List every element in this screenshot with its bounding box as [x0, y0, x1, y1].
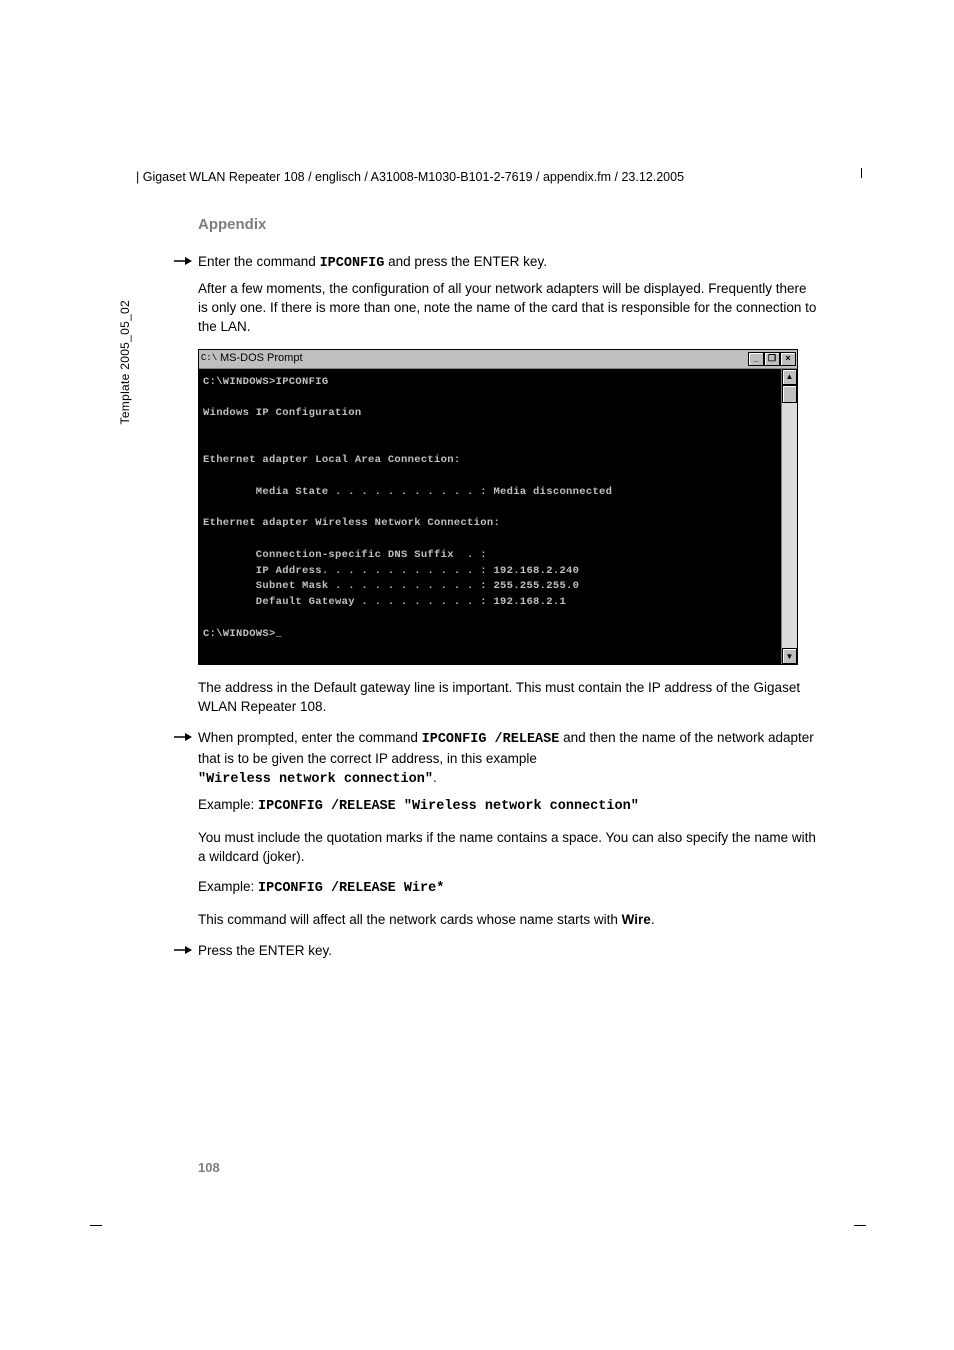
paragraph-2: The address in the Default gateway line … [198, 679, 818, 717]
paragraph-1: After a few moments, the configuration o… [198, 280, 818, 337]
command: IPCONFIG /RELEASE "Wireless network conn… [258, 799, 639, 814]
text: When prompted, enter the command [198, 730, 422, 745]
text: and press the ENTER key. [384, 254, 547, 269]
arrow-icon [174, 945, 192, 959]
step-2-text: When prompted, enter the command IPCONFI… [198, 729, 818, 790]
arrow-icon [174, 732, 192, 746]
template-version-side: Template 2005_05_02 [118, 300, 132, 424]
command: IPCONFIG /RELEASE [422, 732, 560, 747]
example-label: Example: [198, 879, 258, 894]
text: Enter the command [198, 254, 320, 269]
command: IPCONFIG [320, 256, 385, 271]
example-2: Example: IPCONFIG /RELEASE Wire* [198, 878, 818, 899]
msdos-body-wrap: C:\WINDOWS>IPCONFIG Windows IP Configura… [199, 369, 797, 665]
bold-text: Wire [622, 912, 651, 927]
dos-icon: C:\ [200, 352, 218, 366]
command: IPCONFIG /RELEASE Wire* [258, 881, 444, 896]
command: "Wireless network connection" [198, 772, 433, 787]
msdos-body-text: C:\WINDOWS>IPCONFIG Windows IP Configura… [199, 369, 781, 665]
scroll-track[interactable] [782, 385, 797, 649]
text: . [651, 912, 655, 927]
paragraph-4: This command will affect all the network… [198, 911, 818, 930]
example-label: Example: [198, 797, 258, 812]
crop-tick-tr [861, 168, 862, 178]
scroll-down-button[interactable]: ▼ [782, 648, 797, 664]
page-number: 108 [198, 1160, 220, 1175]
msdos-window: C:\ MS-DOS Prompt _ ❐ × C:\WINDOWS>IPCON… [198, 349, 798, 666]
scroll-thumb[interactable] [782, 385, 797, 403]
paragraph-3: You must include the quotation marks if … [198, 829, 818, 867]
step-3-text: Press the ENTER key. [198, 942, 818, 961]
arrow-icon [174, 256, 192, 270]
section-title: Appendix [198, 214, 818, 235]
close-button[interactable]: × [780, 352, 796, 366]
header-line: | Gigaset WLAN Repeater 108 / englisch /… [136, 170, 684, 184]
maximize-button[interactable]: ❐ [764, 352, 780, 366]
minimize-button[interactable]: _ [748, 352, 764, 366]
step-1-text: Enter the command IPCONFIG and press the… [198, 253, 818, 274]
msdos-titlebar[interactable]: C:\ MS-DOS Prompt _ ❐ × [199, 350, 797, 369]
msdos-title: MS-DOS Prompt [218, 351, 748, 366]
scrollbar[interactable]: ▲ ▼ [781, 369, 797, 665]
text: . [433, 770, 437, 785]
example-1: Example: IPCONFIG /RELEASE "Wireless net… [198, 796, 818, 817]
step-3: Press the ENTER key. [198, 942, 818, 961]
scroll-up-button[interactable]: ▲ [782, 369, 797, 385]
window-buttons: _ ❐ × [748, 352, 796, 366]
page-content: Appendix Enter the command IPCONFIG and … [198, 214, 818, 967]
step-2: When prompted, enter the command IPCONFI… [198, 729, 818, 790]
step-1: Enter the command IPCONFIG and press the… [198, 253, 818, 274]
text: This command will affect all the network… [198, 912, 622, 927]
